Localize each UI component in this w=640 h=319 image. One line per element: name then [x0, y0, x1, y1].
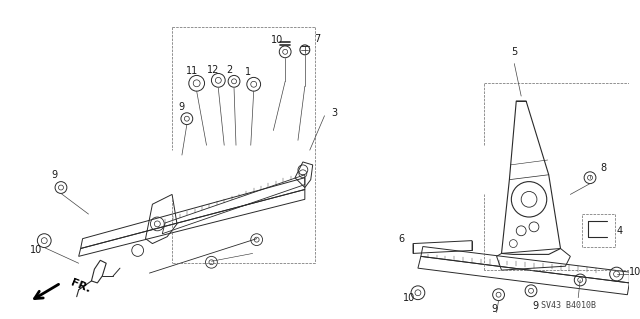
- Text: 9: 9: [178, 102, 184, 112]
- Text: 10: 10: [629, 267, 640, 277]
- Text: SV43 B4010B: SV43 B4010B: [541, 301, 596, 310]
- Text: 7: 7: [314, 34, 321, 44]
- Text: 6: 6: [398, 234, 404, 244]
- Text: 11: 11: [186, 66, 198, 77]
- Text: 10: 10: [271, 35, 284, 45]
- Text: 9: 9: [51, 170, 57, 180]
- Text: 4: 4: [616, 226, 623, 236]
- Text: 2: 2: [226, 64, 232, 75]
- Text: 12: 12: [207, 64, 220, 75]
- Text: 5: 5: [511, 47, 517, 57]
- Text: FR.: FR.: [69, 278, 92, 294]
- Text: 3: 3: [332, 108, 337, 118]
- Text: 9: 9: [492, 304, 498, 315]
- Text: 10: 10: [403, 293, 415, 303]
- Text: 9: 9: [533, 300, 539, 310]
- Text: 10: 10: [30, 245, 42, 256]
- Text: 8: 8: [601, 163, 607, 173]
- Text: 1: 1: [244, 68, 251, 78]
